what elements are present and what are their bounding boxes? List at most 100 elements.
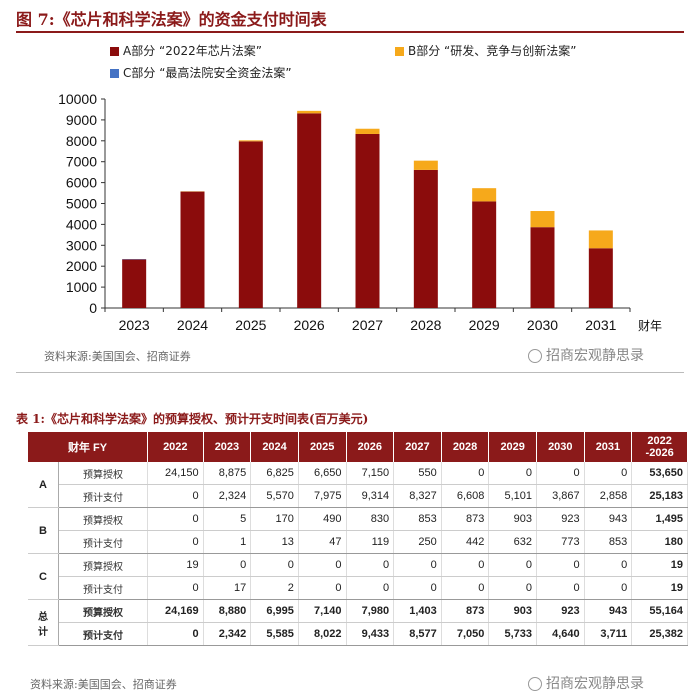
bar-segment — [588, 248, 613, 308]
table-cell: 2,858 — [584, 484, 633, 508]
table-cell: 19 — [147, 553, 204, 577]
table-header-cell: 2022 — [147, 432, 204, 462]
table-cell: 53,650 — [631, 462, 688, 485]
y-tick-label: 4000 — [66, 216, 97, 232]
table-cell: 8,875 — [203, 462, 252, 485]
legend-swatch-a — [110, 47, 119, 56]
legend-item-c: C部分 “最高法院安全资金法案” — [110, 64, 292, 81]
table-group-label: 总 计 — [28, 599, 59, 646]
title-rule — [16, 31, 684, 33]
table-cell: 0 — [298, 576, 347, 600]
table-cell: 2,324 — [203, 484, 252, 508]
table-cell: 0 — [346, 553, 395, 577]
table-cell: 7,975 — [298, 484, 347, 508]
table-cell: 0 — [488, 553, 537, 577]
table-row: 预计支付 0 1 13 47 119 250 442 632 773 853 180 — [28, 530, 688, 554]
bar-segment — [413, 160, 438, 170]
table-cell: 1,495 — [631, 507, 688, 531]
table-cell: 0 — [147, 576, 204, 600]
table-cell: 923 — [536, 599, 585, 623]
table-row: 预计支付 0 2,342 5,585 8,022 9,433 8,577 7,050 5,733… — [28, 622, 688, 646]
table-row: 预计支付 0 2,324 5,570 7,975 9,314 8,327 6,608 5,101… — [28, 484, 688, 508]
table-cell: 0 — [441, 462, 490, 485]
table-cell: 7,980 — [346, 599, 395, 623]
table-row-label: 预计支付 — [58, 530, 148, 554]
bar-segment — [530, 227, 555, 308]
table-header-cell: 2028 — [441, 432, 490, 462]
budget-table: 财年 FY 2022 2023 2024 2025 2026 2027 2028 2029 203… — [28, 432, 688, 646]
y-tick-label: 8000 — [66, 133, 97, 149]
table-cell: 55,164 — [631, 599, 688, 623]
bar-segment — [238, 141, 263, 308]
y-tick-label: 6000 — [66, 175, 97, 191]
table-cell: 0 — [584, 553, 633, 577]
table-row-label: 预算授权 — [58, 599, 148, 623]
bar-segment — [413, 169, 438, 308]
y-tick-label: 1000 — [66, 279, 97, 295]
x-tick-label: 2025 — [235, 317, 266, 333]
table-cell: 6,995 — [250, 599, 299, 623]
y-tick-label: 3000 — [66, 237, 97, 253]
table-cell: 0 — [346, 576, 395, 600]
table-header-cell: 2030 — [536, 432, 585, 462]
table-header-cell: 2024 — [250, 432, 299, 462]
table-cell: 0 — [298, 553, 347, 577]
y-tick-label: 5000 — [66, 196, 97, 212]
figure-title: 图 7:《芯片和科学法案》的资金支付时间表 — [16, 10, 327, 29]
table-row: C 预算授权 19 0 0 0 0 0 0 0 0 0 19 — [28, 553, 688, 600]
x-tick-label: 2028 — [410, 317, 441, 333]
table-cell: 6,608 — [441, 484, 490, 508]
table-cell: 17 — [203, 576, 252, 600]
table-cell: 170 — [250, 507, 299, 531]
table-cell: 5,733 — [488, 622, 537, 646]
x-tick-label: 2026 — [294, 317, 325, 333]
x-tick-label: 2031 — [585, 317, 616, 333]
table-cell: 853 — [584, 530, 633, 554]
table-row-label: 预计支付 — [58, 484, 148, 508]
bar-segment — [297, 110, 322, 114]
table-group-label: B — [28, 507, 59, 554]
table-cell: 830 — [346, 507, 395, 531]
table-cell: 853 — [393, 507, 442, 531]
table-source: 资料来源:美国国会、招商证券 — [30, 678, 177, 691]
table-cell: 7,150 — [346, 462, 395, 485]
table-cell: 5,585 — [250, 622, 299, 646]
table-cell: 24,169 — [147, 599, 204, 623]
watermark-figure: 招商宏观静思录 — [528, 345, 644, 365]
table-cell: 180 — [631, 530, 688, 554]
watermark-text: 招商宏观静思录 — [546, 676, 644, 692]
bar-segment — [355, 128, 380, 134]
x-tick-label: 2023 — [119, 317, 150, 333]
table-cell: 0 — [441, 576, 490, 600]
bar-segment — [297, 113, 322, 308]
y-tick-label: 9000 — [66, 112, 97, 128]
y-tick-label: 7000 — [66, 154, 97, 170]
table-header-cell: 2022 -2026 — [631, 432, 688, 462]
table-cell: 19 — [631, 553, 688, 577]
table-cell: 6,650 — [298, 462, 347, 485]
table-row: 总 计预算授权 24,169 8,880 6,995 7,140 7,980 1,403 87… — [28, 599, 688, 646]
table-header-cell: 2031 — [584, 432, 633, 462]
table-cell: 25,183 — [631, 484, 688, 508]
x-tick-label: 2029 — [469, 317, 500, 333]
watermark-text: 招商宏观静思录 — [546, 348, 644, 364]
table-cell: 7,050 — [441, 622, 490, 646]
x-axis-label: 财年 — [638, 319, 662, 333]
bar-segment — [122, 259, 147, 308]
figure-source: 资料来源:美国国会、招商证券 — [44, 350, 191, 363]
y-tick-label: 2000 — [66, 258, 97, 274]
y-tick-label: 0 — [89, 300, 97, 316]
table-cell: 8,022 — [298, 622, 347, 646]
table-body: A 预算授权 24,150 8,875 6,825 6,650 7,150 550 0 0 0 0 53… — [28, 462, 688, 646]
bar-segment — [588, 230, 613, 249]
table-title: 表 1:《芯片和科学法案》的预算授权、预计开支时间表(百万美元) — [16, 412, 369, 426]
legend-swatch-b — [395, 47, 404, 56]
table-row-label: 预计支付 — [58, 622, 148, 646]
table-cell: 119 — [346, 530, 395, 554]
legend-item-b: B部分 “研发、竞争与创新法案” — [395, 42, 576, 59]
table-cell: 8,880 — [203, 599, 252, 623]
table-cell: 0 — [488, 576, 537, 600]
table-cell: 873 — [441, 507, 490, 531]
table-cell: 903 — [488, 507, 537, 531]
table-cell: 13 — [250, 530, 299, 554]
